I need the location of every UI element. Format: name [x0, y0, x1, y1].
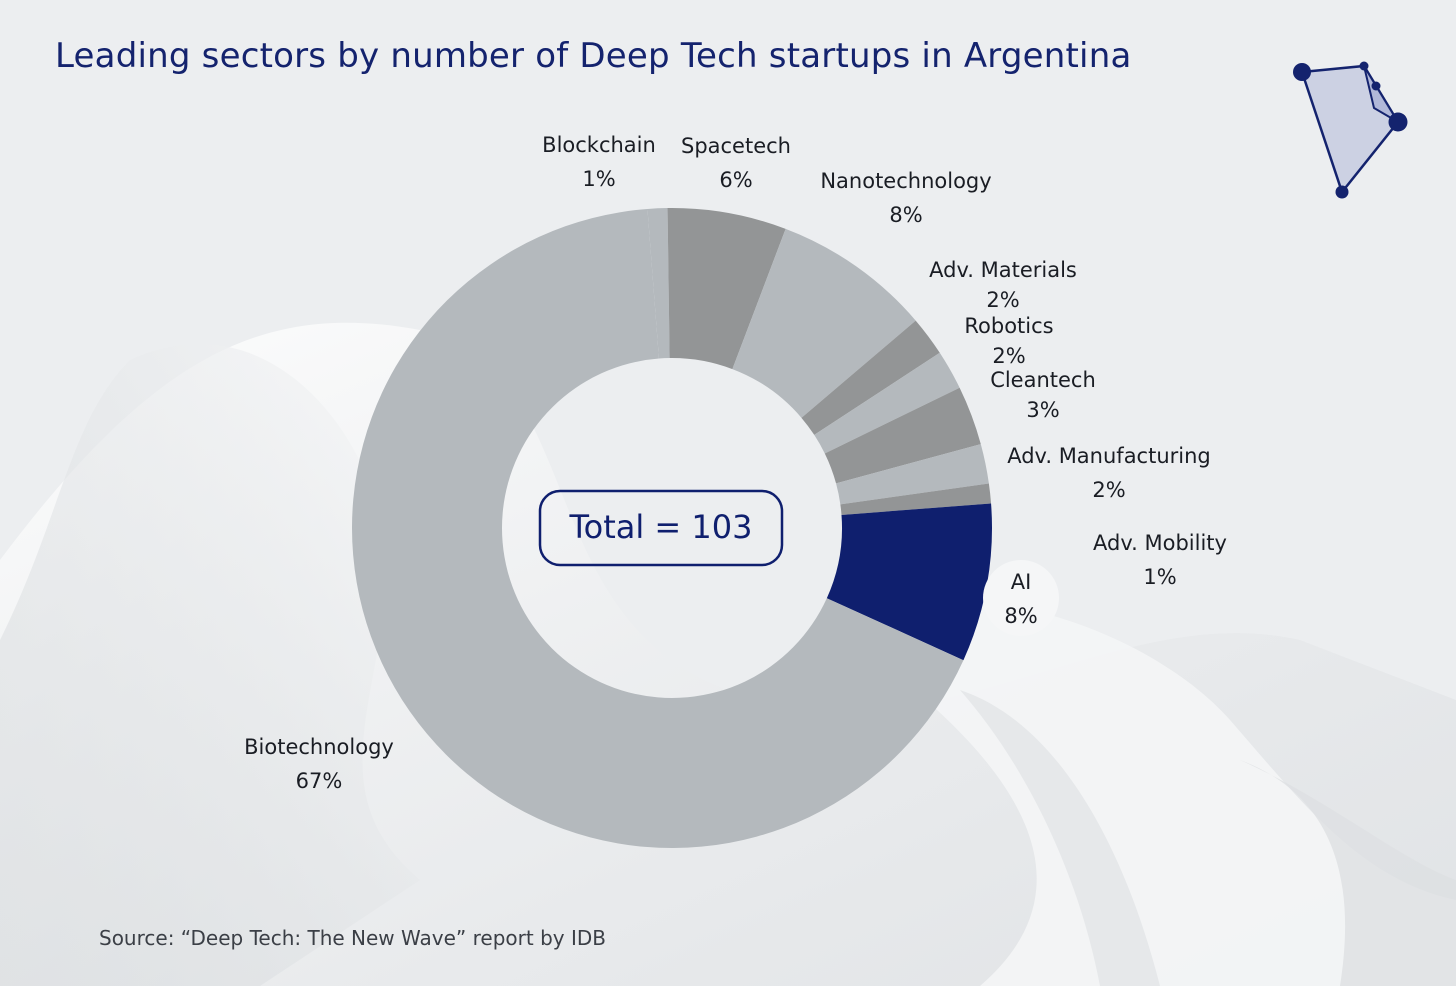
slice-value-ai: 8% — [1004, 604, 1037, 628]
slice-value-spacetech: 6% — [719, 168, 752, 192]
slice-value-adv-materials: 2% — [986, 288, 1019, 312]
source-note: Source: “Deep Tech: The New Wave” report… — [99, 926, 606, 950]
slice-ai — [826, 503, 992, 661]
slice-label-biotechnology: Biotechnology — [244, 735, 394, 759]
slice-value-nanotechnology: 8% — [889, 203, 922, 227]
slice-biotechnology — [352, 208, 964, 848]
chart-title: Leading sectors by number of Deep Tech s… — [55, 36, 1132, 76]
slice-value-adv-manufacturing: 2% — [1092, 478, 1125, 502]
slice-label-robotics: Robotics — [964, 314, 1053, 338]
slice-adv-manufacturing — [836, 444, 989, 505]
slice-value-adv-mobility: 1% — [1143, 565, 1176, 589]
slice-label-adv-mobility: Adv. Mobility — [1093, 531, 1227, 555]
center-total-label: Total = 103 — [569, 508, 753, 546]
slice-cleantech — [824, 387, 981, 484]
slice-label-adv-manufacturing: Adv. Manufacturing — [1007, 444, 1211, 468]
slice-nanotechnology — [732, 228, 916, 418]
slice-blockchain — [647, 208, 670, 359]
slice-value-blockchain: 1% — [582, 167, 615, 191]
slice-label-nanotechnology: Nanotechnology — [820, 169, 991, 193]
slice-adv-mobility — [840, 483, 992, 515]
slice-label-ai: AI — [1011, 570, 1032, 594]
slice-label-adv-materials: Adv. Materials — [929, 258, 1077, 282]
slice-label-spacetech: Spacetech — [681, 134, 791, 158]
slice-label-cleantech: Cleantech — [990, 368, 1096, 392]
slice-value-robotics: 2% — [992, 344, 1025, 368]
slice-label-blockchain: Blockchain — [542, 133, 656, 157]
constellation-logo-icon — [1293, 61, 1408, 199]
slice-spacetech — [667, 207, 786, 370]
ai-label-highlight — [983, 560, 1059, 636]
slice-value-biotechnology: 67% — [296, 769, 343, 793]
slice-adv-materials — [801, 320, 940, 435]
slice-robotics — [814, 352, 960, 454]
slice-value-cleantech: 3% — [1026, 398, 1059, 422]
center-total-box — [538, 489, 784, 567]
